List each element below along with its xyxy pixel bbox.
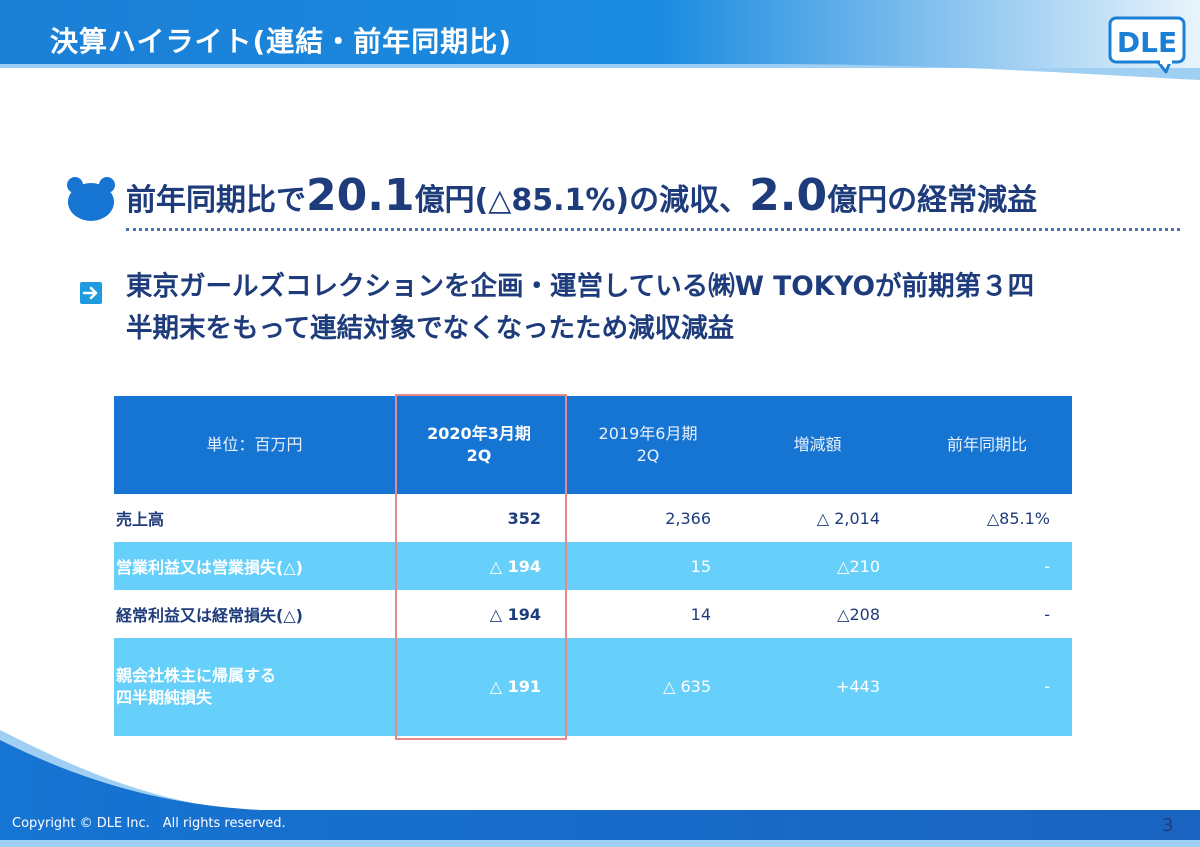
headline-part-1: 前年同期比で xyxy=(126,183,306,218)
header-background xyxy=(0,0,1200,80)
table-row: 親会社株主に帰属する 四半期純損失 △ 191 △ 635 +443 - xyxy=(114,638,1072,736)
cell-prior: △ 635 xyxy=(563,638,733,736)
table-row: 売上高 352 2,366 △ 2,014 △85.1% xyxy=(114,494,1072,542)
cell-yoy: - xyxy=(902,638,1072,736)
cell-change: △210 xyxy=(733,542,902,590)
header-change-label: 増減額 xyxy=(793,435,842,454)
slide-title: 決算ハイライト(連結・前年同期比) xyxy=(50,25,513,58)
header-prior-period: 2019年6月期 2Q xyxy=(563,396,733,494)
headline-revenue-value: 20.1 xyxy=(306,170,415,221)
bullet-line-1: 東京ガールズコレクションを企画・運営している㈱W TOKYOが前期第３四 xyxy=(126,271,1035,302)
header-prior-line2: 2Q xyxy=(636,446,660,465)
cell-current: △ 191 xyxy=(395,638,563,736)
cell-yoy: - xyxy=(1044,604,1050,624)
svg-text:DLE: DLE xyxy=(1117,26,1177,59)
header-bar: 決算ハイライト(連結・前年同期比) DLE xyxy=(0,0,1200,80)
header-prior-line1: 2019年6月期 xyxy=(598,424,698,443)
dotted-divider xyxy=(126,228,1180,231)
cell-current: 352 xyxy=(507,508,541,528)
headline-profit-value: 2.0 xyxy=(749,170,828,221)
row-label: 売上高 xyxy=(116,510,165,529)
cell-yoy: △85.1% xyxy=(986,508,1050,528)
bear-icon xyxy=(67,177,115,221)
header-current-period: 2020年3月期 2Q xyxy=(395,396,563,494)
cell-change: △208 xyxy=(837,604,880,624)
footer-wave xyxy=(0,730,1200,847)
row-label: 営業利益又は営業損失(△) xyxy=(114,542,395,590)
dle-logo: DLE xyxy=(1108,16,1186,74)
cell-prior: 14 xyxy=(690,604,711,624)
cell-prior: 15 xyxy=(563,542,733,590)
headline-part-3: 億円の経常減益 xyxy=(827,183,1038,218)
header-unit-label: 単位：百万円 xyxy=(206,435,303,454)
headline-part-2: 億円(△85.1%)の減収、 xyxy=(414,183,750,218)
cell-change: +443 xyxy=(733,638,902,736)
header-unit: 単位：百万円 xyxy=(114,396,395,494)
financial-table: 単位：百万円 2020年3月期 2Q 2019年6月期 2Q 増減額 前年同期比… xyxy=(114,396,1072,736)
headline-section: 前年同期比で20.1億円(△85.1%)の減収、2.0億円の経常減益 xyxy=(66,166,1186,236)
table-row: 経常利益又は経常損失(△) △ 194 14 △208 - xyxy=(114,590,1072,638)
header-change: 増減額 xyxy=(733,396,902,494)
header-current-line2: 2Q xyxy=(466,446,492,465)
cell-current: △ 194 xyxy=(395,542,563,590)
row-label: 経常利益又は経常損失(△) xyxy=(116,606,303,625)
header-current-line1: 2020年3月期 xyxy=(427,424,531,443)
cell-prior: 2,366 xyxy=(665,508,711,528)
headline-text: 前年同期比で20.1億円(△85.1%)の減収、2.0億円の経常減益 xyxy=(126,166,1037,231)
table-header-row: 単位：百万円 2020年3月期 2Q 2019年6月期 2Q 増減額 前年同期比 xyxy=(114,396,1072,494)
page-number: 3 xyxy=(1162,815,1174,836)
header-yoy-label: 前年同期比 xyxy=(946,435,1027,454)
cell-change: △ 2,014 xyxy=(816,508,880,528)
header-yoy: 前年同期比 xyxy=(902,396,1072,494)
bullet-line-2: 半期末をもって連結対象でなくなったため減収減益 xyxy=(126,313,735,344)
row-label-line2: 四半期純損失 xyxy=(116,688,213,707)
table-row: 営業利益又は営業損失(△) △ 194 15 △210 - xyxy=(114,542,1072,590)
arrow-right-icon xyxy=(80,282,102,304)
copyright-text: Copyright © DLE Inc. All rights reserved… xyxy=(12,816,286,831)
row-label: 親会社株主に帰属する 四半期純損失 xyxy=(114,638,395,736)
row-label-line1: 親会社株主に帰属する xyxy=(116,666,277,685)
cell-yoy: - xyxy=(902,542,1072,590)
cell-current: △ 194 xyxy=(489,604,541,624)
bullet-text: 東京ガールズコレクションを企画・運営している㈱W TOKYOが前期第３四 半期末… xyxy=(126,266,1186,350)
